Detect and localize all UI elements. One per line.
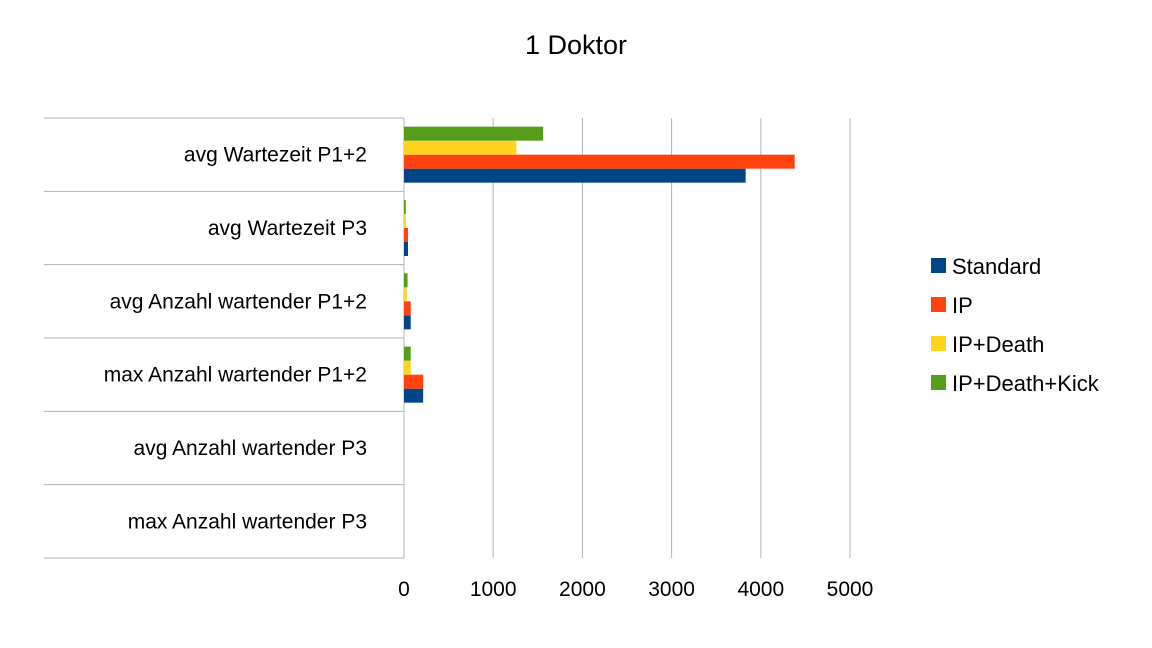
category-label: avg Anzahl wartender P3 <box>134 437 367 460</box>
category-label: avg Wartezeit P1+2 <box>184 144 367 167</box>
bar-ip <box>404 154 795 169</box>
bar-ip-death <box>404 360 411 375</box>
legend-swatch <box>931 297 946 312</box>
legend-label: IP+Death <box>952 332 1044 357</box>
bar-ip-death-kick <box>404 126 544 141</box>
x-tick-label: 5000 <box>827 578 874 601</box>
x-tick-label: 2000 <box>559 578 606 601</box>
legend-swatch <box>931 375 946 390</box>
x-tick-label: 3000 <box>648 578 695 601</box>
x-tick-label: 1000 <box>470 578 517 601</box>
legend-label: IP <box>952 293 973 318</box>
bar-standard <box>404 388 424 403</box>
category-label: max Anzahl wartender P3 <box>128 510 367 533</box>
grid <box>44 117 851 559</box>
category-labels: avg Wartezeit P1+2 avg Wartezeit P3 avg An… <box>104 144 367 534</box>
legend-label: IP+Death+Kick <box>952 371 1100 396</box>
bar-ip <box>404 228 409 242</box>
bar-ip-death-kick <box>404 346 411 361</box>
category-label: avg Wartezeit P3 <box>208 217 367 240</box>
bar-standard <box>404 168 746 183</box>
chart-title: 1 Doktor <box>524 30 628 60</box>
bar-ip-death-kick <box>404 200 406 214</box>
category-label: max Anzahl wartender P1+2 <box>104 364 367 387</box>
bar-ip-death <box>404 214 406 228</box>
legend-swatch <box>931 258 946 273</box>
bar-ip-death-kick <box>404 273 408 288</box>
legend-label: Standard <box>952 254 1041 279</box>
bars <box>404 126 795 403</box>
bar-ip <box>404 374 424 389</box>
bar-ip-death <box>404 140 517 155</box>
category-label: avg Anzahl wartender P1+2 <box>110 290 367 313</box>
legend: Standard IP IP+Death IP+Death+Kick <box>931 254 1100 396</box>
x-tick-label: 4000 <box>737 578 784 601</box>
bar-ip-death <box>404 287 407 302</box>
x-tick-label: 0 <box>398 578 410 601</box>
tick-labels: 0 1000 2000 3000 4000 5000 <box>398 578 873 601</box>
bar-ip <box>404 301 411 316</box>
bar-standard <box>404 315 411 330</box>
bar-standard <box>404 242 409 256</box>
legend-swatch <box>931 336 946 351</box>
